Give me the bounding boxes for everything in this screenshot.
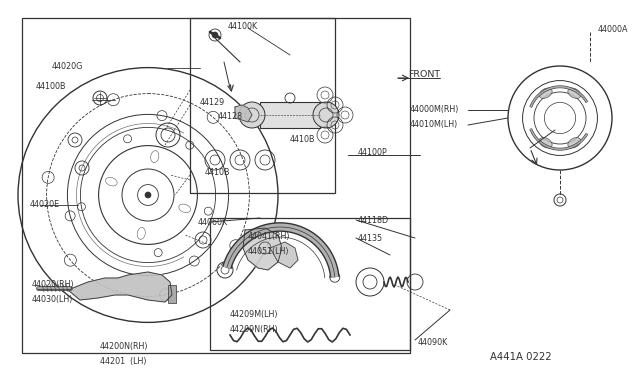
Text: 44051(LH): 44051(LH) [248,247,289,256]
Text: 44118D: 44118D [358,216,389,225]
Text: 44201  (LH): 44201 (LH) [100,357,147,366]
Text: 44100P: 44100P [358,148,388,157]
Text: 44020(RH): 44020(RH) [32,280,75,289]
Text: 44010M(LH): 44010M(LH) [410,120,458,129]
Circle shape [145,192,151,198]
Polygon shape [243,228,282,270]
Text: 44209N(RH): 44209N(RH) [230,325,278,334]
Text: 44090K: 44090K [418,338,448,347]
Circle shape [212,32,218,38]
Text: 44000M(RH): 44000M(RH) [410,105,460,114]
Text: 44020E: 44020E [30,200,60,209]
Bar [190,18,335,193]
Text: 44200N(RH): 44200N(RH) [100,342,148,351]
Circle shape [313,102,339,128]
Text: 44030(LH): 44030(LH) [32,295,74,304]
Bar [210,218,410,350]
Text: 44000A: 44000A [598,25,628,34]
Text: 44128: 44128 [218,112,243,121]
Bar [22,18,410,353]
Text: 44129: 44129 [200,98,225,107]
Ellipse shape [568,138,580,148]
Text: 4410B: 4410B [290,135,316,144]
Text: 44100B: 44100B [36,82,67,91]
Text: A441A 0222: A441A 0222 [490,352,552,362]
Text: 44209M(LH): 44209M(LH) [230,310,278,319]
Polygon shape [235,105,252,122]
Text: FRONT: FRONT [408,70,440,79]
Polygon shape [270,242,298,268]
Text: 44060K: 44060K [198,218,228,227]
Text: 44100K: 44100K [228,22,258,31]
Ellipse shape [568,88,580,99]
Circle shape [239,102,265,128]
Ellipse shape [540,138,552,148]
Text: 44020G: 44020G [52,62,83,71]
Polygon shape [68,272,172,302]
Ellipse shape [540,88,552,99]
Text: 44135: 44135 [358,234,383,243]
Bar [260,102,320,128]
Text: 4410B: 4410B [205,168,230,177]
Text: 44041(RH): 44041(RH) [248,232,291,241]
Bar [168,285,176,303]
